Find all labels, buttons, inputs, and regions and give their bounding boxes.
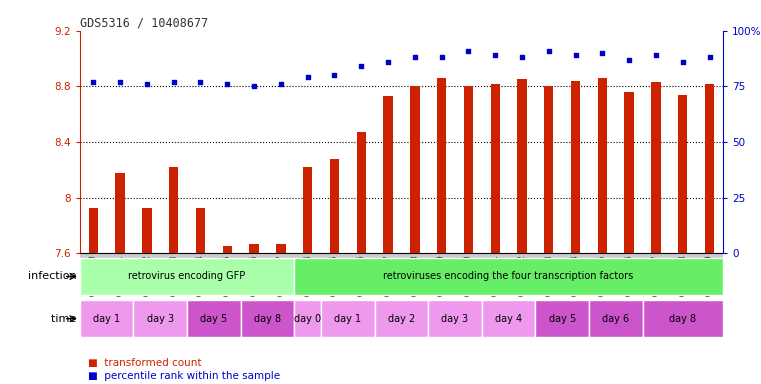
FancyBboxPatch shape bbox=[80, 258, 295, 295]
Text: day 6: day 6 bbox=[602, 314, 629, 324]
Bar bbox=[276, 244, 285, 253]
Point bbox=[489, 52, 501, 58]
Point bbox=[221, 81, 234, 87]
FancyBboxPatch shape bbox=[321, 300, 374, 337]
Point bbox=[382, 59, 394, 65]
Text: day 5: day 5 bbox=[200, 314, 228, 324]
Bar bbox=[357, 132, 366, 253]
Point bbox=[597, 50, 609, 56]
Point bbox=[435, 55, 447, 61]
Point bbox=[248, 83, 260, 89]
Bar bbox=[437, 78, 446, 253]
FancyBboxPatch shape bbox=[536, 300, 589, 337]
FancyBboxPatch shape bbox=[295, 258, 723, 295]
Text: day 3: day 3 bbox=[441, 314, 469, 324]
Bar bbox=[116, 173, 125, 253]
Bar bbox=[330, 159, 339, 253]
FancyBboxPatch shape bbox=[187, 300, 240, 337]
Point bbox=[569, 52, 581, 58]
Point bbox=[409, 55, 421, 61]
Bar bbox=[384, 96, 393, 253]
Bar bbox=[517, 79, 527, 253]
Point bbox=[275, 81, 287, 87]
Text: day 8: day 8 bbox=[254, 314, 281, 324]
Point bbox=[463, 48, 475, 54]
Point bbox=[194, 79, 206, 85]
Text: day 0: day 0 bbox=[294, 314, 321, 324]
Bar bbox=[651, 82, 661, 253]
Point bbox=[543, 48, 555, 54]
Text: GDS5316 / 10408677: GDS5316 / 10408677 bbox=[80, 17, 209, 30]
Text: day 4: day 4 bbox=[495, 314, 522, 324]
Bar bbox=[544, 86, 553, 253]
Point bbox=[355, 63, 368, 70]
Text: ■  transformed count: ■ transformed count bbox=[88, 358, 201, 368]
FancyBboxPatch shape bbox=[80, 300, 133, 337]
Text: time: time bbox=[51, 314, 80, 324]
Text: day 1: day 1 bbox=[93, 314, 120, 324]
FancyBboxPatch shape bbox=[589, 300, 642, 337]
Text: day 8: day 8 bbox=[669, 314, 696, 324]
FancyBboxPatch shape bbox=[642, 300, 723, 337]
FancyBboxPatch shape bbox=[428, 300, 482, 337]
Text: day 1: day 1 bbox=[334, 314, 361, 324]
FancyBboxPatch shape bbox=[133, 300, 187, 337]
FancyBboxPatch shape bbox=[240, 300, 295, 337]
Bar bbox=[250, 244, 259, 253]
Bar bbox=[463, 86, 473, 253]
Bar bbox=[88, 207, 98, 253]
Text: retrovirus encoding GFP: retrovirus encoding GFP bbox=[129, 271, 246, 281]
Text: day 2: day 2 bbox=[388, 314, 415, 324]
Bar bbox=[196, 207, 205, 253]
Bar bbox=[678, 95, 687, 253]
Bar bbox=[491, 84, 500, 253]
Bar bbox=[303, 167, 312, 253]
Point bbox=[677, 59, 689, 65]
Text: day 3: day 3 bbox=[147, 314, 174, 324]
Bar bbox=[625, 92, 634, 253]
Bar bbox=[222, 247, 232, 253]
Bar bbox=[169, 167, 178, 253]
Point bbox=[301, 74, 314, 81]
Text: retroviruses encoding the four transcription factors: retroviruses encoding the four transcrip… bbox=[384, 271, 634, 281]
FancyBboxPatch shape bbox=[374, 300, 428, 337]
FancyBboxPatch shape bbox=[482, 300, 536, 337]
FancyBboxPatch shape bbox=[295, 300, 321, 337]
Point bbox=[114, 79, 126, 85]
Point bbox=[88, 79, 100, 85]
Point bbox=[703, 55, 715, 61]
Point bbox=[650, 52, 662, 58]
Point bbox=[167, 79, 180, 85]
Bar bbox=[705, 84, 715, 253]
Point bbox=[141, 81, 153, 87]
Bar bbox=[410, 86, 419, 253]
Text: day 5: day 5 bbox=[549, 314, 576, 324]
Point bbox=[623, 56, 635, 63]
Point bbox=[328, 72, 340, 78]
Text: ■  percentile rank within the sample: ■ percentile rank within the sample bbox=[88, 371, 279, 381]
Bar bbox=[597, 78, 607, 253]
Bar bbox=[571, 81, 581, 253]
Bar bbox=[142, 207, 151, 253]
Point bbox=[516, 55, 528, 61]
Text: infection: infection bbox=[28, 271, 80, 281]
